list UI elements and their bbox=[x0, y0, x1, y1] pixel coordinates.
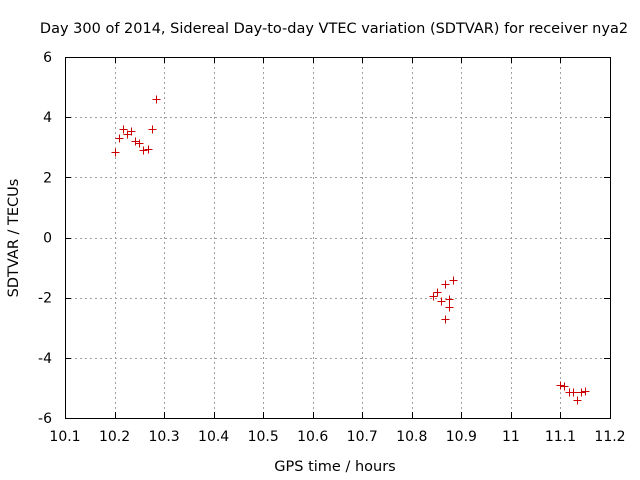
data-point bbox=[135, 139, 144, 148]
x-tick-label: 10.7 bbox=[347, 429, 378, 445]
grid bbox=[65, 57, 610, 418]
data-point bbox=[433, 288, 442, 297]
x-tick-label: 10.1 bbox=[49, 429, 80, 445]
data-point bbox=[115, 134, 124, 143]
data-point bbox=[449, 276, 458, 285]
x-tick-label: 11 bbox=[502, 429, 520, 445]
x-tick-label: 10.5 bbox=[248, 429, 279, 445]
x-tick-label: 10.8 bbox=[396, 429, 427, 445]
data-point bbox=[445, 295, 454, 304]
y-tick-label: 4 bbox=[43, 110, 52, 126]
data-point bbox=[111, 148, 120, 157]
x-tick-label: 10.4 bbox=[198, 429, 229, 445]
chart-title: Day 300 of 2014, Sidereal Day-to-day VTE… bbox=[40, 21, 628, 37]
data-point bbox=[144, 145, 153, 154]
x-tick-labels: 10.1 10.2 10.3 10.4 10.5 10.6 10.7 10.8 10.9 11 11… bbox=[49, 429, 625, 445]
axis-ticks bbox=[65, 57, 611, 419]
data-point bbox=[437, 297, 446, 306]
data-point bbox=[148, 125, 157, 134]
x-tick-label: 10.3 bbox=[149, 429, 180, 445]
x-tick-label: 10.2 bbox=[99, 429, 130, 445]
data-point bbox=[139, 146, 148, 155]
data-point bbox=[556, 381, 565, 390]
data-point bbox=[429, 292, 438, 301]
y-tick-label: 0 bbox=[43, 231, 52, 247]
data-point bbox=[119, 125, 128, 134]
data-point bbox=[445, 303, 454, 312]
data-point bbox=[581, 387, 590, 396]
data-point bbox=[573, 396, 582, 405]
y-axis-label: SDTVAR / TECUs bbox=[6, 179, 22, 298]
x-tick-label: 10.9 bbox=[446, 429, 477, 445]
y-tick-label: -4 bbox=[38, 351, 52, 367]
y-tick-label: -2 bbox=[38, 291, 52, 307]
x-tick-label: 11.2 bbox=[594, 429, 625, 445]
y-tick-label: 2 bbox=[43, 170, 52, 186]
data-point bbox=[560, 382, 569, 391]
data-point bbox=[131, 137, 140, 146]
data-point bbox=[441, 315, 450, 324]
x-tick-label: 11.1 bbox=[545, 429, 576, 445]
y-tick-label: -6 bbox=[38, 411, 52, 427]
data-point bbox=[152, 95, 161, 104]
data-point bbox=[569, 388, 578, 397]
data-point bbox=[577, 388, 586, 397]
y-tick-labels: -6 -4 -2 0 2 4 6 bbox=[38, 50, 52, 427]
data-point bbox=[127, 127, 136, 136]
plot-frame bbox=[65, 57, 611, 419]
data-point bbox=[441, 280, 450, 289]
x-tick-label: 10.6 bbox=[297, 429, 328, 445]
x-axis-label: GPS time / hours bbox=[274, 459, 395, 475]
data-points bbox=[111, 95, 590, 405]
y-tick-label: 6 bbox=[43, 50, 52, 66]
